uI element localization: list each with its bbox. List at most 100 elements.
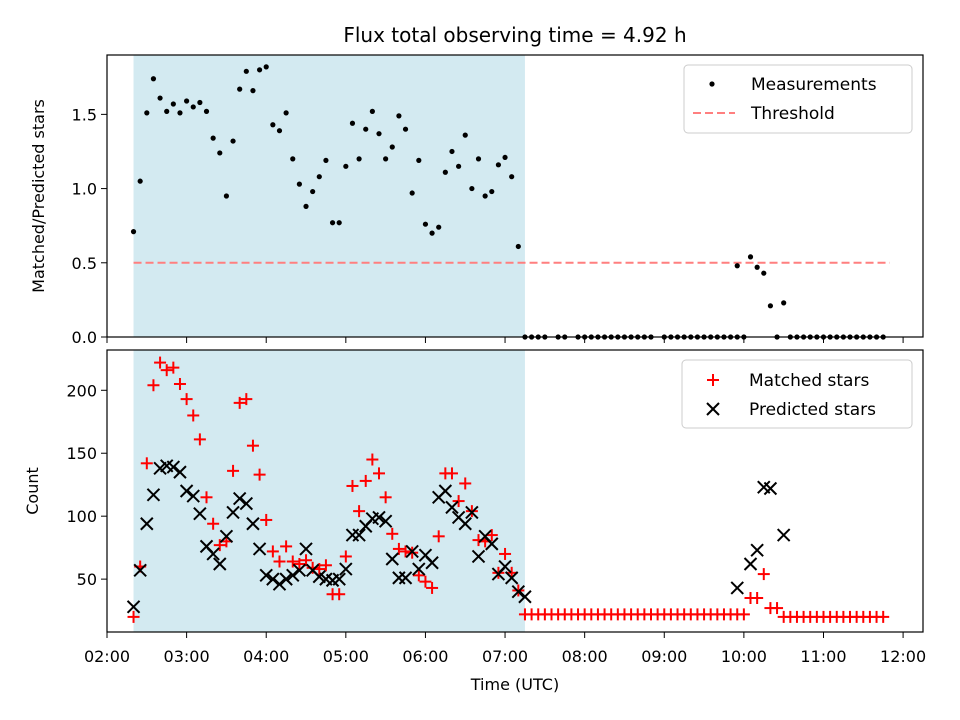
- matched-star-point: [333, 588, 346, 601]
- predicted-star-point: [498, 559, 512, 574]
- measurement-point: [442, 169, 448, 175]
- predicted-star-d2: [193, 506, 207, 521]
- legend-matched-label: Matched stars: [749, 371, 869, 391]
- matched-star-point: [173, 377, 186, 390]
- predicted-star-d2: [418, 548, 433, 562]
- predicted-star-point: [232, 491, 247, 506]
- measurement-point: [495, 162, 502, 168]
- predicted-star-point: [339, 562, 353, 576]
- matched-star-point: [737, 608, 750, 621]
- predicted-star-d2: [478, 529, 492, 544]
- measurement-point: [137, 178, 143, 184]
- predicted-star-d2: [398, 571, 413, 585]
- x-tick-label: 05:00: [323, 647, 369, 666]
- measurement-point: [184, 98, 190, 104]
- x-tick-label: 10:00: [721, 647, 767, 666]
- measurement-point: [210, 135, 216, 141]
- measurement-point: [130, 229, 137, 235]
- measurement-point: [310, 188, 316, 195]
- bottom-plot-frame: [106, 349, 924, 633]
- predicted-star-point: [385, 552, 399, 566]
- count-points: [126, 356, 890, 623]
- predicted-star-point: [425, 556, 439, 570]
- predicted-star-d2: [471, 549, 486, 564]
- predicted-star-d2: [126, 600, 141, 614]
- predicted-star-point: [133, 563, 147, 578]
- legend-predicted-label: Predicted stars: [749, 400, 876, 420]
- measurement-point: [429, 230, 435, 236]
- predicted-star-point: [730, 581, 744, 595]
- predicted-star-d2: [743, 557, 758, 571]
- predicted-star-d2: [219, 529, 234, 544]
- matched-star-point: [386, 527, 399, 540]
- top-axis-ticks: 0.0 0.5 1.0 1.5: [72, 105, 904, 347]
- predicted-star-point: [332, 572, 346, 586]
- measurement-point: [475, 156, 482, 162]
- matched-star-point: [346, 479, 359, 492]
- bottom-y-tick-label: 200: [66, 381, 97, 400]
- matched-star-point: [167, 361, 180, 374]
- predicted-star-d2: [239, 496, 254, 511]
- matched-star-point: [246, 439, 259, 452]
- predicted-star-point: [259, 568, 273, 583]
- predicted-star-point: [146, 488, 161, 502]
- predicted-star-d2: [498, 559, 512, 574]
- predicted-star-d2: [173, 465, 187, 479]
- measurement-point: [256, 67, 263, 73]
- matched-star-point: [140, 457, 153, 470]
- measurement-point: [356, 156, 362, 162]
- matched-star-point: [499, 547, 512, 560]
- predicted-star-d2: [405, 544, 419, 559]
- predicted-star-point: [458, 517, 472, 531]
- predicted-star-d2: [332, 572, 346, 586]
- matched-star-point: [193, 433, 206, 446]
- matched-star-point: [286, 555, 299, 568]
- matched-star-point: [240, 393, 253, 406]
- measurement-point: [422, 221, 429, 227]
- predicted-star-d2: [445, 500, 459, 515]
- predicted-star-d2: [757, 480, 771, 494]
- matched-star-point: [459, 477, 472, 490]
- legend-measurements-label: Measurements: [751, 75, 877, 95]
- predicted-star-point: [372, 510, 386, 525]
- measurement-point: [150, 76, 157, 82]
- measurement-point: [177, 110, 183, 116]
- matched-star-point: [339, 550, 352, 563]
- predicted-star-point: [166, 460, 181, 474]
- predicted-star-d2: [412, 562, 426, 576]
- predicted-star-point: [246, 517, 260, 531]
- matched-star-point: [751, 592, 764, 605]
- bottom-panel: 50 100 150 200 02:00 03:00 04:00 05:00 06:00 07:0…: [23, 349, 926, 694]
- matched-star-point: [266, 545, 279, 558]
- matched-star-point: [300, 554, 313, 567]
- predicted-star-d2: [266, 572, 280, 586]
- measurement-point: [509, 174, 515, 180]
- bottom-legend-box: [681, 359, 913, 429]
- predicted-star-d2: [213, 557, 227, 571]
- matched-star-point: [412, 569, 425, 582]
- measurement-point: [515, 243, 521, 250]
- measurement-point: [190, 104, 196, 110]
- matched-star-point: [154, 356, 167, 369]
- predicted-star-d2: [730, 581, 744, 595]
- predicted-star-d2: [199, 539, 214, 554]
- matched-star-point: [213, 539, 226, 552]
- top-y-axis-label: Matched/Predicted stars: [29, 99, 48, 293]
- measurement-point: [416, 157, 422, 163]
- predicted-star-point: [266, 572, 280, 586]
- matched-star-point: [306, 561, 319, 574]
- matched-star-point: [366, 453, 379, 466]
- predicted-star-point: [213, 557, 227, 571]
- matched-star-point: [280, 540, 293, 553]
- predicted-star-point: [279, 572, 293, 586]
- measurement-point: [469, 185, 475, 192]
- predicted-star-point: [398, 571, 413, 585]
- predicted-star-point: [299, 542, 313, 556]
- top-legend: Measurements Threshold: [683, 64, 913, 134]
- matched-star-point: [771, 602, 784, 615]
- measurement-point: [250, 88, 256, 94]
- predicted-star-d2: [485, 537, 499, 551]
- measurement-point: [223, 193, 230, 199]
- predicted-star-d2: [299, 542, 313, 556]
- measurement-point: [462, 132, 468, 138]
